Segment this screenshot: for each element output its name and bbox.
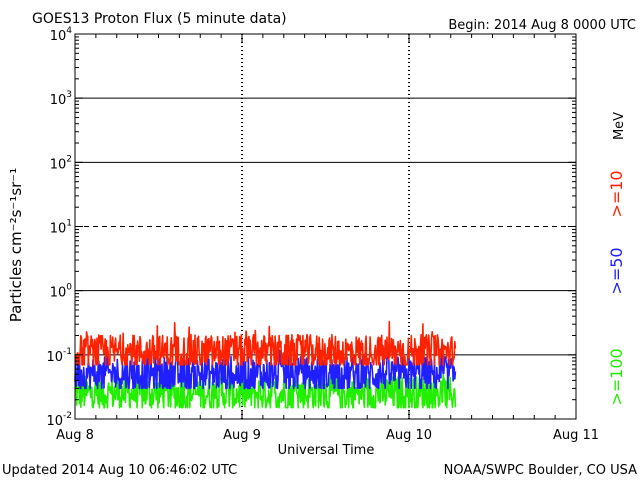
y-tick-base: 10 <box>50 222 67 237</box>
legend-unit-label: MeV <box>612 112 627 140</box>
y-tick-label: 10-1 <box>46 347 72 365</box>
y-axis-label: Particles cm⁻²s⁻¹sr⁻¹ <box>7 168 25 322</box>
legend-entry: >=100 <box>607 348 626 405</box>
y-tick-label: 104 <box>50 26 73 44</box>
y-tick-base: 10 <box>50 286 67 301</box>
y-tick-base: 10 <box>50 157 67 172</box>
y-tick-exponent: 2 <box>66 154 72 164</box>
y-tick-label: 100 <box>50 283 73 301</box>
x-tick-label: Aug 9 <box>223 428 261 443</box>
chart-title: GOES13 Proton Flux (5 minute data) <box>32 11 287 27</box>
y-tick-base: 10 <box>46 414 63 429</box>
series-line <box>74 320 457 366</box>
y-tick-label: 103 <box>50 90 72 108</box>
x-tick-label: Aug 8 <box>56 428 94 443</box>
y-tick-exponent: -1 <box>63 347 72 357</box>
series-line <box>74 349 457 390</box>
y-tick-exponent: 0 <box>66 283 72 293</box>
y-tick-exponent: -2 <box>63 411 72 421</box>
x-tick-label: Aug 11 <box>553 428 599 443</box>
y-tick-label: 10-2 <box>46 411 72 429</box>
y-tick-label: 102 <box>50 154 72 172</box>
y-tick-exponent: 3 <box>66 90 72 100</box>
begin-time: Begin: 2014 Aug 8 0000 UTC <box>448 18 636 33</box>
legend-entry: >=50 <box>607 247 626 294</box>
legend: >=10 >=50 >=100 MeV <box>607 112 627 406</box>
y-tick-base: 10 <box>46 350 63 365</box>
updated-timestamp: Updated 2014 Aug 10 06:46:02 UTC <box>2 463 237 478</box>
legend-entry: >=10 <box>607 170 626 217</box>
y-tick-label: 101 <box>50 219 72 237</box>
credit-text: NOAA/SWPC Boulder, CO USA <box>444 463 637 478</box>
y-tick-exponent: 1 <box>66 219 72 229</box>
y-tick-exponent: 4 <box>66 26 72 36</box>
x-axis-label: Universal Time <box>278 443 375 458</box>
x-tick-label: Aug 10 <box>386 428 432 443</box>
series-layer <box>74 320 457 409</box>
y-tick-base: 10 <box>50 29 67 44</box>
x-axis-ticks: Aug 8 Aug 9 Aug 10 Aug 11 <box>56 34 599 443</box>
y-tick-base: 10 <box>50 93 67 108</box>
